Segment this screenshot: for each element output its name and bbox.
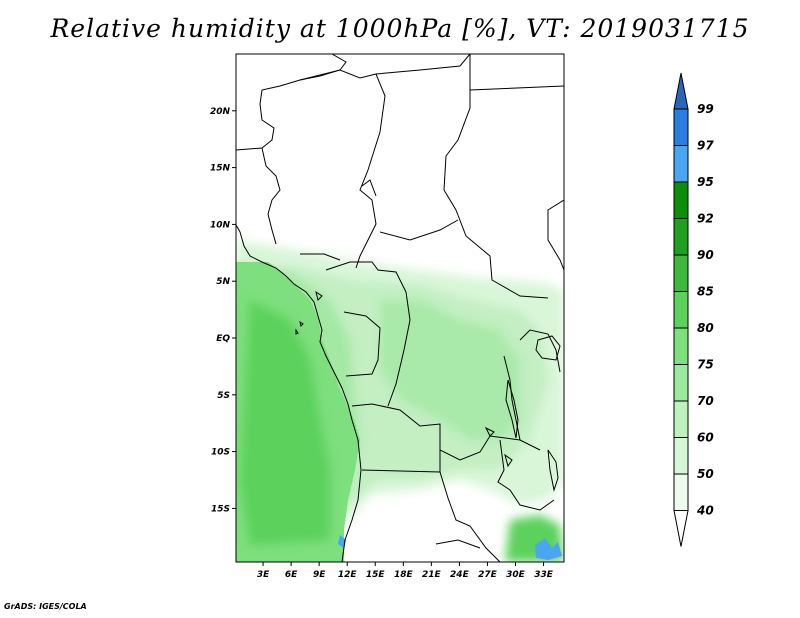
colorbar-segment xyxy=(673,254,689,292)
longitude-ticks: 3E 6E 9E 12E 15E 18E 21E 24E 27E 30E 33E xyxy=(257,562,554,580)
colorbar-top-arrow xyxy=(673,72,689,110)
map-frame xyxy=(235,53,565,563)
lat-tick-label: 15N xyxy=(210,164,231,174)
small-island-1 xyxy=(299,320,304,327)
colorbar-label: 75 xyxy=(697,358,714,372)
colorbar-label: 99 xyxy=(697,102,714,116)
colorbar-label: 60 xyxy=(697,431,714,445)
lon-tick-label: 24E xyxy=(450,570,470,580)
lon-tick-label: 6E xyxy=(285,570,298,580)
colorbar-label: 92 xyxy=(697,212,714,226)
lon-tick-label: 9E xyxy=(313,570,326,580)
colorbar-segment xyxy=(673,145,689,183)
lake-malawi xyxy=(547,449,559,492)
bioko-island xyxy=(315,290,323,301)
humidity-field xyxy=(236,240,564,562)
colorbar-segment xyxy=(673,473,689,511)
lat-tick-label: 5S xyxy=(217,391,230,401)
colorbar-segment xyxy=(673,327,689,365)
lake-2 xyxy=(484,426,495,437)
latitude-ticks: 20N 15N 10N 5N EQ 5S 10S 15S xyxy=(210,107,236,514)
grads-credit: GrADS: IGES/COLA xyxy=(4,602,87,611)
colorbar-label: 40 xyxy=(696,504,714,518)
colorbar-segment xyxy=(673,291,689,329)
lat-tick-label: 10N xyxy=(210,220,231,230)
lat-tick-label: 5N xyxy=(216,277,230,287)
lat-tick-label: 20N xyxy=(210,107,231,117)
lat-tick-label: EQ xyxy=(216,334,230,344)
lon-tick-label: 21E xyxy=(422,570,442,580)
colorbar-label: 50 xyxy=(697,467,714,481)
colorbar-label: 90 xyxy=(697,248,714,262)
colorbar-segment xyxy=(673,218,689,256)
lon-tick-label: 12E xyxy=(338,570,358,580)
lakes xyxy=(295,290,561,492)
lon-tick-label: 30E xyxy=(506,570,526,580)
rh-field-mid-2 xyxy=(380,300,520,440)
lake-victoria xyxy=(535,335,561,361)
country-borders xyxy=(236,54,564,562)
rh-field-ocean-dark xyxy=(240,300,330,545)
lon-tick-label: 3E xyxy=(257,570,270,580)
colorbar-label: 70 xyxy=(697,394,714,408)
lon-tick-label: 33E xyxy=(534,570,554,580)
map-title: Relative humidity at 1000hPa [%], VT: 20… xyxy=(50,14,750,43)
colorbar-bottom-arrow xyxy=(673,510,689,547)
lon-tick-label: 15E xyxy=(366,570,386,580)
lon-tick-label: 18E xyxy=(394,570,414,580)
lat-tick-label: 15S xyxy=(211,504,230,514)
lake-1 xyxy=(504,453,513,468)
colorbar-label: 95 xyxy=(697,175,714,189)
colorbar-label: 80 xyxy=(697,321,714,335)
rh-field-blue-patch xyxy=(535,538,562,560)
colorbar-segment xyxy=(673,400,689,438)
colorbar-segment xyxy=(673,437,689,475)
lon-tick-label: 27E xyxy=(478,570,498,580)
small-island-2 xyxy=(295,328,299,335)
colorbar-segment xyxy=(673,108,689,146)
colorbar-segment xyxy=(673,364,689,402)
coastline xyxy=(236,224,362,562)
colorbar-label: 97 xyxy=(697,139,714,153)
lake-tanganyika xyxy=(505,379,519,439)
colorbar: 99 97 95 92 90 85 80 75 70 60 50 40 xyxy=(673,72,714,547)
colorbar-segment xyxy=(673,181,689,219)
lat-tick-label: 10S xyxy=(211,448,230,458)
colorbar-label: 85 xyxy=(697,285,714,299)
